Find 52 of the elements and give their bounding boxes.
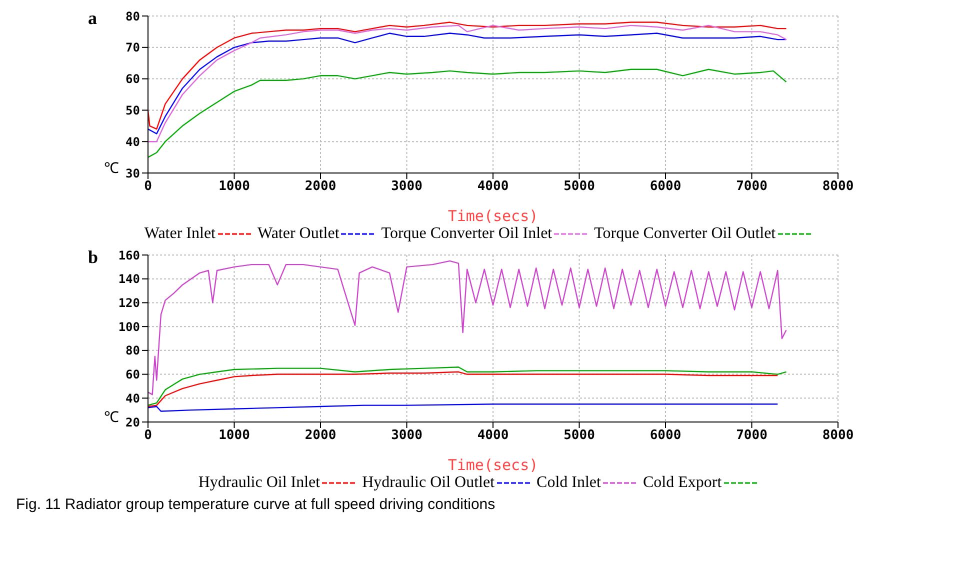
y-tick-label: 100 bbox=[118, 320, 140, 334]
line-series bbox=[148, 260, 787, 396]
y-tick-label: 50 bbox=[126, 103, 140, 118]
legend-label: Cold Export bbox=[642, 474, 722, 492]
x-tick-label: 8000 bbox=[822, 428, 854, 444]
y-tick-label: 60 bbox=[126, 72, 140, 86]
x-tick-label: 2000 bbox=[304, 428, 336, 444]
line-series bbox=[148, 366, 787, 406]
x-tick-label: 3000 bbox=[391, 179, 423, 194]
y-tick-label: 140 bbox=[118, 272, 140, 286]
y-tick-label: 20 bbox=[126, 415, 140, 430]
legend-label: Water Inlet bbox=[144, 225, 216, 243]
x-tick-label: 5000 bbox=[564, 179, 596, 194]
x-axis-title: Time(secs) bbox=[448, 456, 538, 474]
y-tick-label: 60 bbox=[126, 368, 140, 382]
chart-title: a bbox=[88, 8, 97, 29]
x-tick-label: 0 bbox=[144, 179, 152, 194]
y-tick-label: 70 bbox=[126, 40, 140, 55]
y-tick-label: 80 bbox=[126, 9, 140, 24]
x-tick-label: 7000 bbox=[736, 179, 768, 194]
x-tick-label: 8000 bbox=[822, 179, 854, 194]
y-axis-title: ℃ bbox=[104, 160, 119, 178]
x-tick-label: 2000 bbox=[304, 179, 336, 194]
legend-label: Hydraulic Oil Inlet bbox=[198, 474, 320, 492]
x-tick-label: 1000 bbox=[218, 179, 250, 194]
x-tick-label: 7000 bbox=[736, 428, 768, 444]
x-tick-label: 5000 bbox=[564, 428, 596, 444]
legend-label: Cold Inlet bbox=[536, 474, 601, 492]
x-tick-label: 0 bbox=[144, 428, 152, 444]
legend-label: Torque Converter Oil Inlet bbox=[381, 225, 552, 243]
x-tick-label: 4000 bbox=[477, 428, 509, 444]
line-series bbox=[148, 371, 778, 408]
y-tick-label: 40 bbox=[126, 391, 140, 406]
y-tick-label: 40 bbox=[126, 134, 140, 149]
x-tick-label: 6000 bbox=[650, 428, 682, 444]
x-tick-label: 3000 bbox=[391, 428, 423, 444]
chart-title: b bbox=[88, 247, 98, 268]
legend-label: Torque Converter Oil Outlet bbox=[594, 225, 776, 243]
x-tick-label: 1000 bbox=[218, 428, 250, 444]
line-series bbox=[148, 404, 778, 412]
y-tick-label: 80 bbox=[126, 344, 140, 358]
x-axis-title: Time(secs) bbox=[448, 207, 538, 225]
y-tick-label: 160 bbox=[118, 248, 140, 262]
y-tick-label: 120 bbox=[118, 296, 140, 310]
line-series bbox=[148, 68, 787, 158]
x-tick-label: 4000 bbox=[477, 179, 509, 194]
legend-label: Water Outlet bbox=[258, 225, 340, 243]
x-tick-label: 6000 bbox=[650, 179, 682, 194]
y-tick-label: 30 bbox=[126, 166, 140, 180]
y-axis-title: ℃ bbox=[104, 409, 119, 427]
legend-label: Hydraulic Oil Outlet bbox=[362, 474, 495, 492]
caption: Fig. 11 Radiator group temperature curve at full speed driving conditions bbox=[16, 496, 496, 513]
